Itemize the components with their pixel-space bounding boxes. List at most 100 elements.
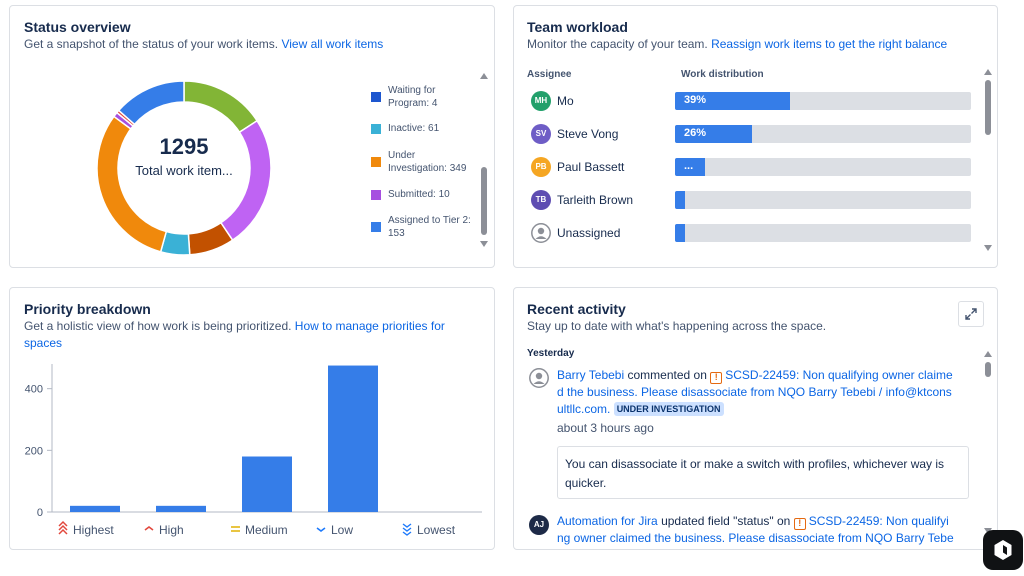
workload-bar-fill — [675, 191, 685, 209]
work-distribution-column-header: Work distribution — [681, 69, 764, 80]
legend-swatch — [371, 92, 381, 102]
donut-slice-green[interactable] — [183, 80, 259, 134]
scrollbar-thumb[interactable] — [985, 80, 991, 135]
status-overview-title: Status overview — [24, 19, 131, 35]
y-tick-label: 0 — [37, 507, 43, 519]
x-tick-label: High — [159, 523, 184, 537]
assignee-name: Unassigned — [557, 226, 621, 240]
workload-bar[interactable]: 39% — [675, 92, 971, 110]
status-overview-subtitle-text: Get a snapshot of the status of your wor… — [24, 37, 279, 51]
legend-label: Under Investigation: 349 — [388, 150, 467, 174]
scroll-down-arrow[interactable] — [984, 245, 992, 251]
priority-breakdown-title: Priority breakdown — [24, 301, 151, 317]
scroll-down-arrow[interactable] — [480, 241, 488, 247]
assignee-avatar: PB — [531, 157, 551, 177]
total-work-items-count: 1295 — [159, 134, 209, 159]
issue-link[interactable]: SCSD-22459: Non qualifying owner claime d… — [557, 368, 953, 416]
recent-activity-title: Recent activity — [527, 301, 626, 317]
recent-activity-card: Recent activity Stay up to date with wha… — [513, 287, 998, 550]
help-fab-button[interactable] — [983, 530, 1023, 570]
legend-label: Waiting for Program: 4 — [388, 85, 438, 109]
x-tick-label: Low — [331, 523, 353, 537]
priority-bar-chart: 0 200 400 Highest High Medium Low Lowest — [25, 364, 482, 537]
activity-action-2: updated field "status" on — [661, 514, 791, 528]
legend-label: Inactive: 61 — [388, 123, 440, 134]
x-tick-label: Lowest — [417, 523, 456, 537]
team-workload-subtitle: Monitor the capacity of your team. Reass… — [527, 36, 947, 53]
bar-medium[interactable] — [242, 456, 292, 513]
workload-bar-label: 26% — [684, 127, 707, 139]
legend-swatch — [371, 157, 381, 167]
priority-highest-icon — [58, 520, 68, 535]
user-avatar-icon — [529, 368, 549, 388]
donut-slice-blue[interactable] — [117, 80, 185, 126]
y-tick-label: 400 — [25, 384, 43, 396]
priority-medium-icon — [231, 526, 240, 532]
bar-low[interactable] — [328, 365, 378, 512]
scroll-up-arrow[interactable] — [984, 69, 992, 75]
unassigned-user-icon — [531, 223, 551, 243]
workload-bar-fill — [675, 224, 685, 242]
status-badge: UNDER INVESTIGATION — [613, 402, 724, 416]
day-heading: Yesterday — [527, 348, 575, 359]
issue-link-line1[interactable]: SCSD-22459: Non qualifying owner claime — [725, 368, 953, 382]
comment-box: You can disassociate it or make a switch… — [557, 446, 969, 499]
workload-bar[interactable]: 26% — [675, 125, 971, 143]
automation-user-link[interactable]: Automation for Jira — [557, 514, 658, 528]
manage-priorities-link-line2[interactable]: spaces — [24, 336, 63, 350]
legend-swatch — [371, 222, 381, 232]
assignee-avatar: MH — [531, 91, 551, 111]
priority-high-icon — [144, 526, 154, 531]
comment-text: You can disassociate it or make a switch… — [565, 457, 945, 490]
recent-activity-subtitle: Stay up to date with what's happening ac… — [527, 319, 827, 333]
team-workload-title: Team workload — [527, 19, 628, 35]
team-workload-card: Team workload Monitor the capacity of yo… — [513, 5, 998, 268]
workload-bar-label: ... — [684, 160, 694, 172]
scroll-up-arrow[interactable] — [480, 73, 488, 79]
workload-bar-label: 39% — [684, 94, 707, 106]
issue-link-line2[interactable]: d the business. Please disassociate from… — [557, 385, 952, 399]
view-all-work-items-link[interactable]: View all work items — [281, 37, 384, 51]
workload-bar[interactable] — [675, 191, 971, 209]
workload-bar-fill — [675, 92, 790, 110]
activity-action: commented on — [627, 368, 707, 382]
priority-breakdown-card: Priority breakdown Get a holistic view o… — [9, 287, 495, 550]
assignee-name: Steve Vong — [557, 127, 619, 141]
workload-bar[interactable]: ... — [675, 158, 971, 176]
scrollbar-thumb[interactable] — [985, 362, 991, 377]
priority-low-icon — [316, 527, 326, 532]
priority-breakdown-subtitle-text: Get a holistic view of how work is being… — [24, 319, 292, 333]
issue-link-line3[interactable]: ultllc.com. — [557, 402, 611, 416]
legend-label: Submitted: 10 — [388, 189, 450, 200]
x-tick-label: Highest — [73, 523, 114, 537]
assignee-name: Mo — [557, 94, 574, 108]
reassign-work-items-link[interactable]: Reassign work items to get the right bal… — [711, 37, 948, 51]
issue-link-2-line2[interactable]: ng owner claimed the business. Please di… — [557, 531, 954, 545]
bar-high[interactable] — [156, 505, 206, 512]
expand-button[interactable] — [958, 301, 984, 327]
issue-link-2-line1[interactable]: SCSD-22459: Non qualifyi — [808, 514, 949, 528]
y-tick-label: 200 — [25, 445, 43, 457]
assignee-name: Tarleith Brown — [557, 193, 634, 207]
bar-highest[interactable] — [70, 505, 120, 512]
status-overview-subtitle: Get a snapshot of the status of your wor… — [24, 36, 383, 53]
priority-warning-icon-2: ! — [793, 518, 806, 530]
activity-item-1: Barry Tebebi commented on ! SCSD-22459: N… — [557, 367, 977, 418]
workload-bar[interactable] — [675, 224, 971, 242]
expand-icon — [965, 308, 977, 320]
legend-swatch — [371, 190, 381, 200]
manage-priorities-link-line1[interactable]: How to manage priorities for — [294, 319, 445, 333]
priority-warning-icon: ! — [710, 372, 723, 384]
priority-breakdown-subtitle: Get a holistic view of how work is being… — [24, 318, 445, 352]
activity-item-2: Automation for Jira updated field "statu… — [557, 513, 977, 547]
legend-swatch — [371, 124, 381, 134]
activity-user-link[interactable]: Barry Tebebi — [557, 368, 625, 382]
assistant-hexagon-icon — [994, 540, 1012, 560]
status-overview-card: Status overview Get a snapshot of the st… — [9, 5, 495, 268]
scroll-up-arrow[interactable] — [984, 351, 992, 357]
activity-timestamp: about 3 hours ago — [557, 421, 654, 435]
scrollbar-thumb[interactable] — [481, 167, 487, 235]
assignee-name: Paul Bassett — [557, 160, 625, 174]
workload-bar-fill — [675, 158, 705, 176]
total-work-items-label: Total work item... — [135, 163, 233, 178]
